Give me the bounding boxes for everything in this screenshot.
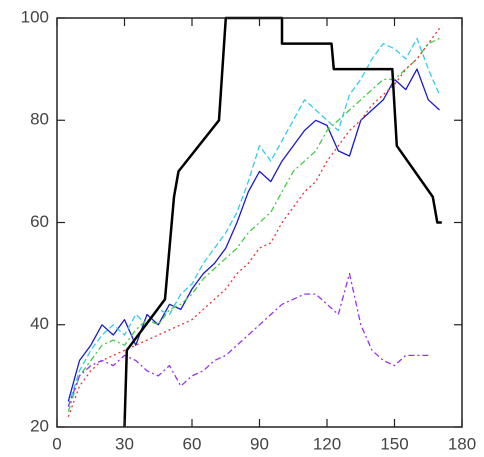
x-tick-label: 90	[250, 434, 269, 453]
x-tick-label: 150	[380, 434, 408, 453]
x-tick-label: 60	[183, 434, 202, 453]
y-tick-label: 20	[30, 416, 49, 435]
y-tick-label: 60	[30, 212, 49, 231]
series-line	[67, 68, 440, 402]
x-tick-label: 180	[448, 434, 476, 453]
x-tick-label: 120	[313, 434, 341, 453]
series-line	[67, 27, 441, 418]
series-line	[67, 37, 441, 407]
y-tick-label: 100	[21, 7, 49, 26]
series-line	[67, 37, 440, 412]
y-tick-label: 80	[30, 110, 49, 129]
series-line	[123, 16, 442, 428]
x-tick-label: 0	[52, 434, 61, 453]
x-tick-label: 30	[115, 434, 134, 453]
plot-frame	[56, 17, 463, 428]
y-tick-label: 40	[30, 314, 49, 333]
series-line	[67, 272, 429, 407]
